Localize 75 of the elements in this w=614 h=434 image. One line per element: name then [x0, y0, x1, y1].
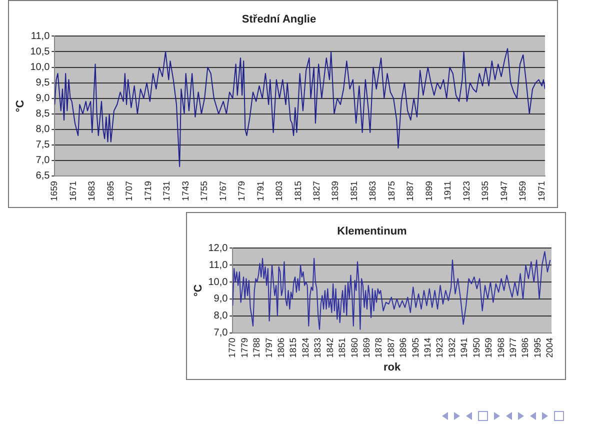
x-tick-label: 1767: [218, 180, 228, 202]
x-tick-label: 1887: [405, 180, 416, 202]
x-tick-label: 1860: [349, 338, 360, 358]
y-tick-label: 9,0: [214, 294, 228, 305]
x-tick-label: 1827: [311, 180, 322, 202]
x-tick-label: 2004: [544, 338, 555, 358]
x-tick-label: 1923: [461, 180, 472, 202]
x-tick-label: 1851: [348, 180, 359, 202]
x-tick-label: 1815: [292, 180, 303, 202]
chart-title: Klementinum: [337, 226, 408, 238]
x-tick-label: 1977: [508, 338, 518, 358]
y-tick-label: 9,5: [36, 78, 50, 89]
y-axis-title: °C: [192, 284, 205, 297]
x-tick-label: 1824: [300, 338, 310, 358]
y-tick-label: 10,5: [30, 46, 50, 58]
x-tick-label: 1911: [442, 180, 453, 200]
x-tick-label: 1671: [68, 180, 78, 202]
x-tick-label: 1779: [236, 180, 247, 202]
x-tick-label: 1968: [496, 338, 506, 358]
y-tick-label: 8,0: [36, 124, 50, 136]
x-tick-label: 1959: [484, 338, 494, 358]
y-tick-label: 6,5: [36, 170, 50, 182]
x-tick-label: 1815: [288, 338, 298, 358]
y-tick-label: 7,0: [214, 328, 228, 339]
chart-title: Střední Anglie: [242, 14, 316, 26]
x-tick-label: 1878: [374, 338, 384, 358]
x-axis-title: rok: [384, 361, 402, 374]
x-tick-label: 1659: [49, 180, 60, 202]
y-tick-label: 10,0: [30, 62, 50, 74]
x-tick-label: 1887: [386, 338, 396, 358]
x-tick-label: 1899: [424, 180, 434, 202]
y-tick-label: 7,0: [36, 155, 50, 166]
x-tick-label: 1683: [86, 180, 97, 202]
y-tick-label: 12,0: [208, 242, 228, 254]
x-tick-label: 1905: [410, 338, 420, 358]
x-tick-label: 1950: [471, 338, 482, 358]
y-tick-label: 8,5: [36, 108, 50, 120]
y-tick-label: 10,0: [208, 276, 228, 288]
y-tick-label: 7,5: [36, 140, 50, 151]
x-tick-label: 1770: [227, 338, 238, 358]
x-tick-label: 1755: [199, 180, 210, 202]
x-tick-label: 1896: [398, 338, 408, 358]
x-tick-label: 1971: [536, 180, 546, 202]
x-tick-label: 1731: [162, 180, 172, 202]
x-tick-label: 1959: [518, 180, 528, 202]
x-tick-label: 1941: [459, 338, 470, 358]
x-tick-label: 1707: [124, 180, 134, 202]
x-tick-label: 1863: [368, 180, 378, 202]
x-tick-label: 1851: [337, 338, 348, 358]
y-tick-label: 9,0: [36, 93, 50, 104]
x-tick-label: 1791: [255, 180, 266, 202]
x-tick-label: 1797: [264, 338, 274, 358]
x-tick-label: 1932: [446, 338, 457, 358]
x-tick-label: 1842: [324, 338, 335, 358]
x-tick-label: 1869: [361, 338, 372, 358]
x-tick-label: 1914: [422, 338, 433, 358]
x-tick-label: 1803: [274, 180, 284, 202]
x-tick-label: 1947: [498, 180, 509, 202]
x-tick-label: 1839: [330, 180, 340, 202]
x-tick-label: 1935: [480, 180, 490, 202]
x-tick-label: 1806: [276, 338, 286, 358]
x-tick-label: 1695: [105, 180, 116, 202]
x-tick-label: 1995: [532, 338, 542, 358]
y-tick-label: 11,0: [30, 30, 50, 42]
x-tick-label: 1743: [180, 180, 190, 202]
y-tick-label: 11,0: [208, 260, 228, 271]
x-tick-label: 1779: [239, 338, 250, 358]
y-axis-title: °C: [14, 100, 27, 112]
y-tick-label: 8,0: [214, 310, 228, 322]
x-tick-label: 1923: [434, 338, 445, 358]
x-tick-label: 1875: [386, 180, 396, 202]
x-tick-label: 1719: [142, 180, 153, 202]
x-tick-label: 1986: [520, 338, 530, 358]
x-tick-label: 1788: [252, 338, 262, 358]
x-tick-label: 1833: [312, 338, 323, 358]
